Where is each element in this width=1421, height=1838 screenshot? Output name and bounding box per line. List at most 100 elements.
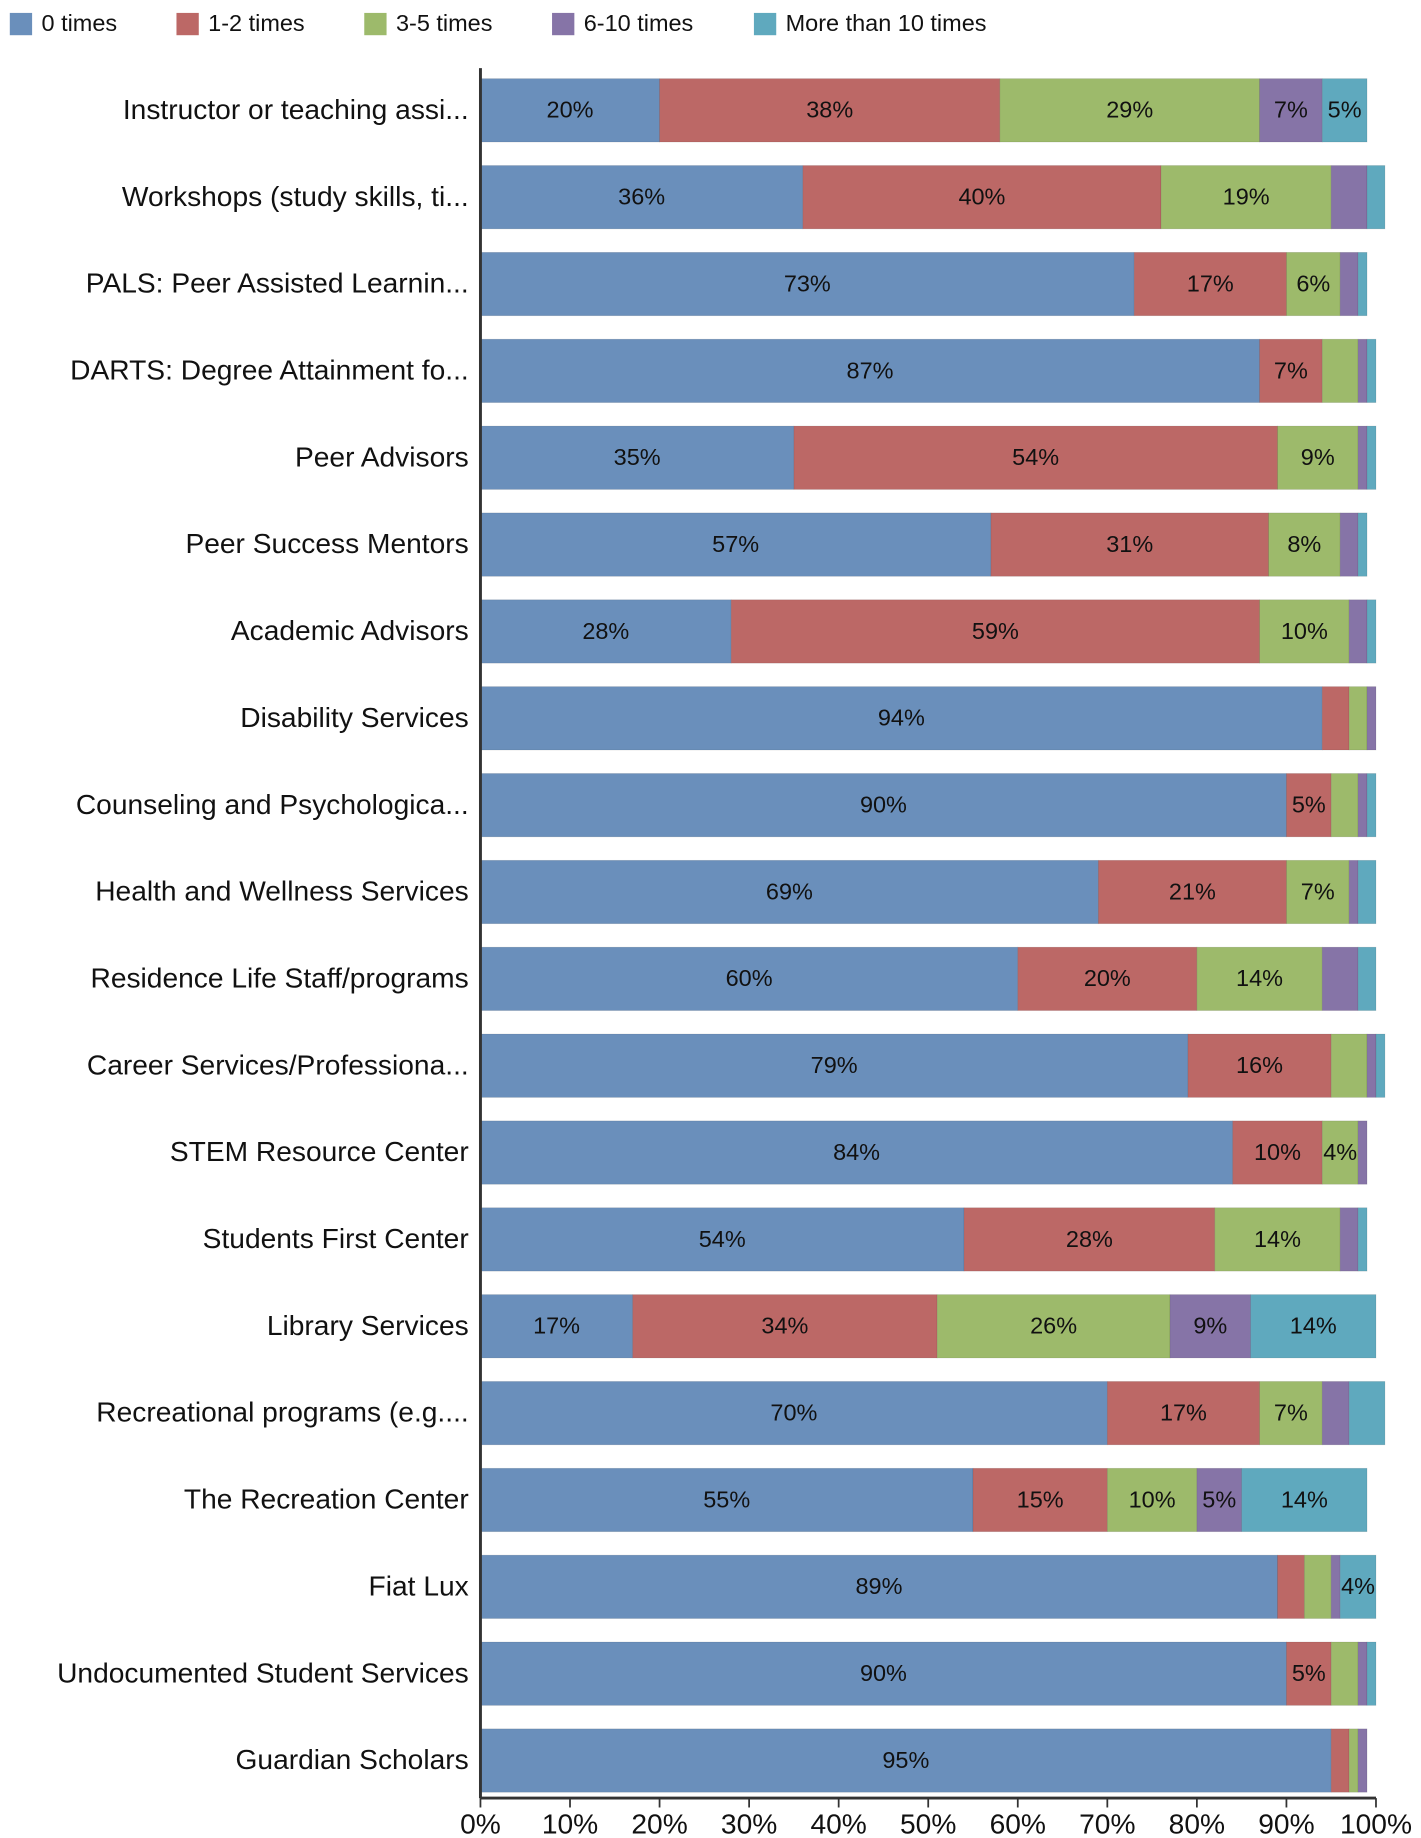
bar-segment	[1357, 1207, 1368, 1272]
y-tick-label: DARTS: Degree Attainment fo...	[70, 354, 469, 385]
y-tick-label: Fiat Lux	[369, 1570, 469, 1601]
y-tick-label: Workshops (study skills, ti...	[122, 181, 469, 212]
bar-segment	[1339, 251, 1359, 317]
bar-segment	[1330, 1728, 1350, 1793]
bar-segment	[1339, 1554, 1377, 1619]
data-label: 34%	[761, 1313, 808, 1339]
bar-segment	[1196, 1467, 1243, 1533]
data-label: 31%	[1106, 531, 1153, 557]
legend-label: More than 10 times	[786, 10, 987, 36]
data-label: 20%	[1084, 965, 1131, 991]
data-label: 5%	[1292, 1660, 1326, 1686]
x-tick-label: 60%	[990, 1809, 1046, 1838]
y-tick-label: STEM Resource Center	[170, 1136, 469, 1167]
bar-segment	[1106, 1467, 1198, 1533]
bar-segment	[1330, 773, 1359, 838]
x-tick-label: 80%	[1169, 1809, 1225, 1838]
bar-segment	[1330, 1033, 1368, 1098]
bar-segment	[1366, 1641, 1377, 1706]
bar-segment	[480, 1554, 1278, 1619]
data-label: 17%	[1160, 1400, 1207, 1426]
legend-swatch	[364, 12, 387, 36]
data-label: 79%	[811, 1052, 858, 1078]
bar-segment	[1366, 338, 1377, 403]
bar-segment	[1357, 773, 1368, 838]
bar-segment	[1259, 1381, 1323, 1446]
data-label: 89%	[855, 1573, 902, 1599]
bar-segment	[480, 686, 1323, 751]
data-label: 57%	[712, 531, 759, 557]
bar-segment	[990, 512, 1269, 577]
y-tick-label: Students First Center	[203, 1223, 469, 1254]
data-label: 59%	[972, 618, 1019, 644]
bar-segment	[480, 859, 1099, 925]
bar-segment	[480, 1641, 1287, 1706]
x-tick-label: 30%	[721, 1809, 777, 1838]
bar-segment	[1321, 78, 1368, 143]
data-label: 16%	[1236, 1052, 1283, 1078]
bar-segment	[999, 78, 1260, 143]
bar-segment	[1286, 859, 1350, 925]
bar-segment	[1259, 338, 1323, 403]
data-label: 90%	[860, 1660, 907, 1686]
legend-swatch	[176, 12, 199, 36]
bar-segment	[1259, 78, 1323, 143]
bar-segment	[1348, 859, 1359, 925]
bar-segment	[1330, 1641, 1359, 1706]
data-label: 17%	[533, 1313, 580, 1339]
data-label: 4%	[1341, 1573, 1375, 1599]
bar-segment	[480, 599, 732, 664]
bar-segment	[480, 425, 795, 490]
bar-segment	[1357, 251, 1368, 317]
data-label: 28%	[1066, 1226, 1113, 1252]
x-tick-label: 20%	[631, 1809, 687, 1838]
bar-segment	[1357, 1728, 1368, 1793]
bar-segment	[480, 338, 1260, 403]
bar-segment	[1303, 1554, 1332, 1619]
x-tick-label: 90%	[1258, 1809, 1314, 1838]
y-tick-label: Library Services	[267, 1310, 469, 1341]
y-tick-label: Undocumented Student Services	[57, 1657, 469, 1688]
data-label: 28%	[582, 618, 629, 644]
bar-segment	[1366, 599, 1377, 664]
legend-swatch	[9, 12, 33, 36]
bar-segment	[1196, 946, 1323, 1011]
bar-segment	[1098, 859, 1287, 925]
data-label: 17%	[1187, 270, 1234, 296]
bar-segment	[480, 78, 660, 143]
bar-segment	[1268, 512, 1341, 577]
bar-segment	[1241, 1467, 1368, 1533]
bar-segment	[1366, 686, 1377, 751]
bar-segment	[1357, 946, 1377, 1011]
data-label: 54%	[1012, 444, 1059, 470]
bar-segment	[1133, 251, 1287, 317]
bar-segment	[632, 1294, 938, 1359]
data-label: 55%	[703, 1486, 750, 1512]
bar-segment	[1339, 512, 1359, 577]
bar-segment	[480, 1467, 974, 1533]
bar-segment	[1357, 859, 1377, 925]
data-label: 14%	[1290, 1313, 1337, 1339]
legend: 0 times 1-2 times 3-5 times 6-10 times More …	[9, 10, 987, 36]
bar-segment	[1357, 425, 1368, 490]
bar-segment	[1277, 1554, 1305, 1619]
bar-segment	[480, 1120, 1234, 1185]
y-tick-label: Disability Services	[240, 702, 468, 733]
y-tick-label: Career Services/Professiona...	[87, 1049, 469, 1080]
data-label: 70%	[770, 1400, 817, 1426]
data-label: 14%	[1254, 1226, 1301, 1252]
bar-segment	[1330, 1554, 1341, 1619]
data-label: 4%	[1323, 1139, 1357, 1165]
y-tick-label: Peer Success Mentors	[185, 528, 468, 559]
y-tick-label: Health and Wellness Services	[95, 876, 469, 907]
data-label: 9%	[1301, 444, 1335, 470]
bar-segment	[1321, 338, 1359, 403]
bar-segment	[480, 1294, 634, 1359]
data-label: 7%	[1274, 97, 1308, 123]
bar-segment	[659, 78, 1001, 143]
data-label: 10%	[1254, 1139, 1301, 1165]
bar-segment	[1286, 773, 1332, 838]
bar-segment	[972, 1467, 1108, 1533]
x-tick-label: 40%	[810, 1809, 866, 1838]
